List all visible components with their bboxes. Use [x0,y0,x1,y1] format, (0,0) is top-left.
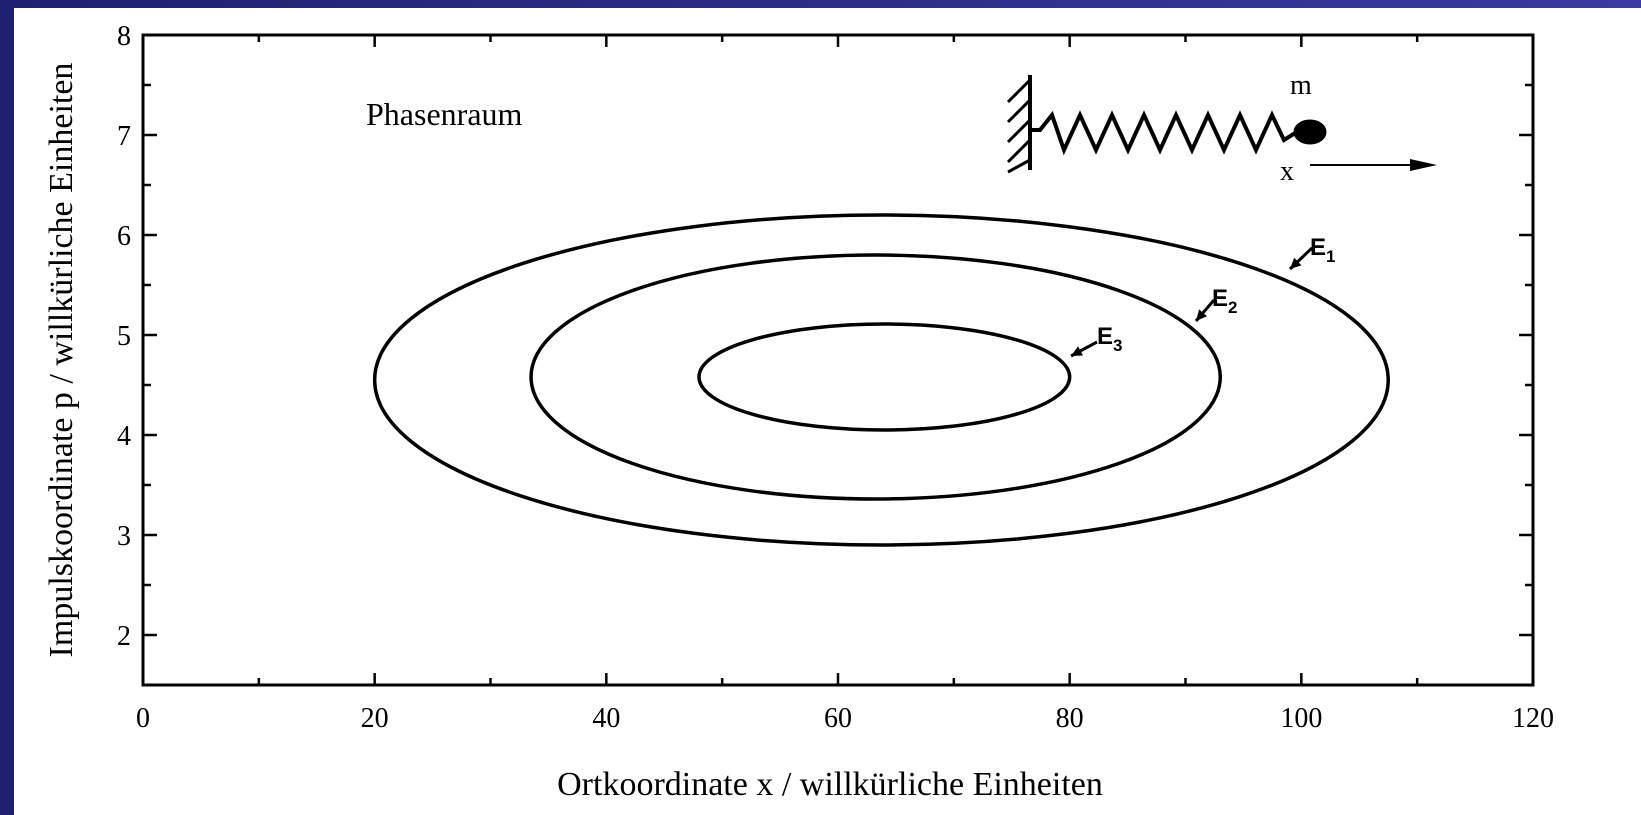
label-arrow-head [1290,257,1302,269]
x-tick-label: 100 [1280,703,1322,734]
label-arrow-head [1071,346,1083,356]
y-tick-label: 7 [117,121,131,152]
ellipse-label: E1 [1310,234,1335,266]
mass [1293,119,1327,145]
ellipse-label: E3 [1097,323,1122,355]
spring-diagram [1006,75,1437,174]
ellipse-label-main: E [1310,234,1326,261]
y-tick-label: 3 [117,521,131,552]
ellipse-label-sub: 2 [1228,298,1237,317]
energy-ellipse [697,322,1072,432]
annotation: Phasenraum [366,96,523,132]
annotation: x [1280,156,1294,187]
y-axis-label: Impulskoordinate p / willkürliche Einhei… [43,63,80,658]
x-tick-label: 60 [824,703,852,734]
y-tick-label: 5 [117,321,131,352]
energy-ellipse [372,213,1390,547]
x-tick-label: 0 [136,703,150,734]
x-axis-label: Ortkoordinate x / willkürliche Einheiten [557,766,1103,803]
wall-hatch [1006,78,1032,174]
ellipse-label-sub: 3 [1113,336,1122,355]
x-tick-label: 20 [361,703,389,734]
ellipse-label-main: E [1097,323,1113,350]
ellipse-label-main: E [1212,285,1228,312]
x-tick-label: 120 [1512,703,1554,734]
x-tick-label: 40 [592,703,620,734]
ellipse-label-sub: 1 [1326,247,1335,266]
frame [14,8,1641,815]
label-arrow-head [1196,309,1207,321]
y-tick-label: 2 [117,621,131,652]
y-tick-label: 8 [117,21,131,52]
energy-ellipse [529,253,1222,501]
x-tick-label: 80 [1056,703,1084,734]
ellipse-label: E2 [1212,285,1237,317]
y-tick-label: 4 [117,421,131,452]
y-tick-label: 6 [117,221,131,252]
x-arrow-head [1410,159,1437,171]
spring [1030,110,1302,156]
annotation: m [1290,70,1312,101]
